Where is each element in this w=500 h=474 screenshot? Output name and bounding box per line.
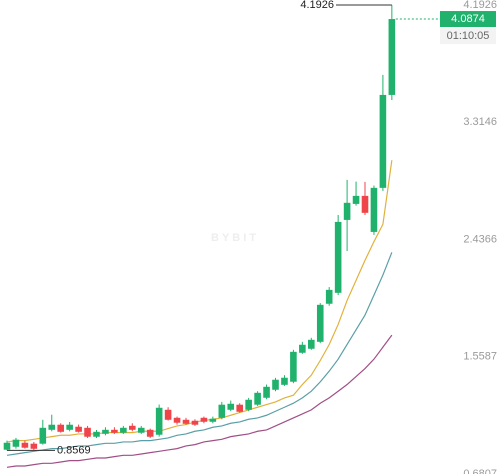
candle-body (21, 442, 29, 448)
price-box (440, 11, 496, 28)
ma-line (6, 160, 393, 443)
max-label: 4.1926 (300, 0, 334, 11)
candle-body (3, 442, 11, 450)
candle-body (182, 419, 190, 424)
ma-line (6, 252, 393, 456)
candle-body (334, 221, 342, 293)
candle-body (129, 425, 136, 430)
ma-line (6, 334, 393, 468)
y-tick-label: 2.4366 (463, 233, 497, 245)
countdown: 01:10:05 (447, 30, 490, 42)
candle-body (146, 429, 154, 437)
countdown-box (440, 28, 496, 45)
candle-body (48, 424, 56, 430)
candle-body (12, 439, 20, 447)
candle-body (236, 404, 243, 412)
candle-body (316, 304, 324, 342)
candle-body (164, 409, 172, 420)
candle-body (245, 399, 252, 410)
candle-body (200, 417, 208, 422)
y-tick-label: 4.1926 (463, 0, 497, 11)
candle-body (66, 424, 73, 430)
candle-body (343, 202, 351, 220)
candle-body (263, 386, 270, 398)
candle-body (39, 427, 47, 444)
candle-body (173, 417, 181, 423)
candle-body (379, 94, 387, 188)
candle-body (84, 427, 91, 437)
y-tick-label: 3.3146 (463, 116, 497, 128)
candle-body (111, 429, 118, 433)
candle-body (254, 392, 261, 405)
y-tick-label: 1.5587 (463, 351, 497, 363)
candle-body (299, 344, 306, 353)
min-label: 0.8569 (57, 444, 91, 456)
candle-body (308, 339, 315, 349)
price-label: 4.0874 (451, 13, 485, 25)
candle-body (155, 407, 163, 435)
candle-body (370, 187, 378, 232)
candle-body (120, 427, 127, 433)
candle-body (281, 377, 288, 385)
candle-body (272, 379, 279, 390)
candle-body (137, 427, 145, 433)
candle-body (352, 195, 360, 204)
candle-body (227, 403, 235, 410)
candle-body (57, 424, 64, 432)
candle-body (325, 289, 333, 304)
candle-body (75, 426, 82, 432)
candle-body (361, 195, 369, 213)
candle-body (218, 404, 226, 418)
candle-body (102, 429, 109, 434)
candle-body (209, 418, 217, 422)
candle-body (290, 351, 297, 382)
y-tick-label: 0.6807 (463, 468, 497, 474)
candle-body (30, 443, 38, 449)
candle-body (191, 420, 199, 425)
candle-body (93, 431, 100, 437)
candle-body (388, 19, 396, 95)
watermark: BYBIT (211, 232, 259, 244)
